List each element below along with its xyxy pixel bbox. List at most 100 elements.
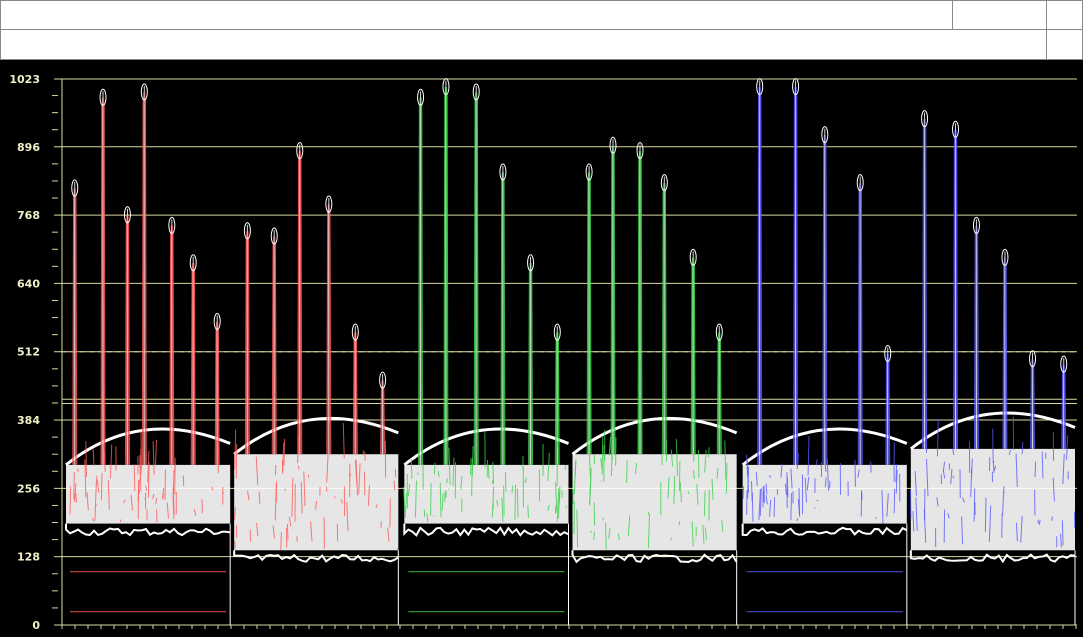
trace-strand [460, 475, 463, 490]
trace-peak [825, 141, 828, 465]
trace-strand [471, 458, 473, 497]
trace-strand [993, 465, 996, 471]
trace-peak-cap [609, 136, 617, 154]
trace-strand [704, 450, 707, 473]
trace-peak-cap [379, 371, 387, 389]
trace-strand [133, 464, 136, 492]
header-cell-2[interactable] [1046, 1, 1083, 29]
trace-peak [690, 264, 693, 455]
trace-floor [403, 523, 569, 537]
trace-strand [448, 447, 451, 485]
trace-strand [326, 454, 329, 483]
trace-peak-cap [270, 227, 278, 245]
trace-strand [786, 477, 789, 498]
trace-strand [166, 502, 169, 519]
trace-strand [73, 483, 77, 502]
trace-strand [936, 418, 939, 457]
trace-strand [130, 494, 133, 511]
trace-strand [804, 477, 807, 503]
trace-peak [473, 98, 476, 465]
trace-strand [139, 455, 142, 492]
trace-strand [608, 436, 612, 456]
channel-g [403, 78, 738, 625]
grid-lines [62, 78, 1077, 558]
trace-peak [329, 210, 332, 455]
trace-peak-cap [884, 344, 892, 362]
trace-strand [100, 473, 103, 501]
trace-strand [155, 497, 158, 505]
trace-peak [214, 328, 217, 465]
trace-strand [95, 475, 98, 486]
trace-strand [634, 463, 638, 475]
trace-strand [1062, 453, 1065, 485]
trace-strand [696, 484, 699, 505]
trace-strand [807, 435, 810, 476]
trace-body [404, 464, 569, 524]
header-cell-1[interactable] [952, 1, 1047, 29]
trace-strand [430, 483, 432, 516]
trace-strand [92, 447, 95, 466]
trace-strand [647, 514, 651, 549]
trace-strand [695, 539, 697, 541]
trace-strand [988, 505, 992, 542]
trace-strand [524, 477, 527, 484]
trace-peak-cap [472, 83, 480, 101]
trace-peak [885, 360, 888, 465]
trace-strand [725, 462, 728, 494]
trace-peak-cap [213, 312, 221, 330]
trace-strand [702, 525, 705, 544]
trace-strand [886, 493, 889, 517]
trace-strand [564, 465, 567, 470]
trace-peak [757, 93, 760, 465]
trace-peak [248, 237, 250, 455]
trace-peak [793, 93, 795, 465]
trace-strand [768, 475, 772, 479]
trace-strand [282, 442, 285, 473]
trace-strand [403, 486, 406, 512]
trace-strand [691, 521, 694, 547]
trace-strand [315, 500, 318, 511]
trace-strand [1015, 453, 1018, 487]
trace-strand [452, 457, 455, 486]
trace-strand [496, 500, 499, 507]
trace-strand [895, 469, 898, 494]
trace-strand [446, 478, 448, 484]
trace-peak [554, 338, 557, 465]
trace-peak-cap [99, 88, 107, 106]
trace-strand [325, 486, 328, 492]
sub-header-bar [0, 29, 1083, 60]
trace-peak [1005, 264, 1008, 449]
trace-strand [704, 527, 708, 540]
trace-strand [492, 462, 495, 484]
trace-strand [816, 499, 819, 502]
sub-header-cell[interactable] [1046, 30, 1083, 59]
trace-peak [100, 104, 103, 465]
trace-strand [433, 462, 436, 475]
trace-strand [211, 486, 214, 491]
trace-strand [255, 456, 259, 485]
trace-peak [822, 141, 825, 465]
trace-strand [724, 440, 727, 480]
trace-peak [124, 221, 127, 465]
trace-strand [491, 479, 494, 484]
trace-strand [340, 499, 344, 504]
trace-strand [667, 476, 670, 499]
trace-strand [1002, 486, 1005, 516]
trace-peak [922, 125, 924, 449]
trace-strand [426, 513, 429, 523]
trace-strand [942, 469, 946, 479]
trace-strand [274, 483, 278, 521]
trace-peak [446, 93, 449, 465]
trace-strand [145, 485, 148, 491]
trace-strand [288, 516, 292, 527]
trace-strand [962, 497, 965, 503]
trace-strand [147, 450, 150, 483]
trace-strand [504, 472, 507, 492]
trace-strand [234, 541, 236, 549]
trace-peak [500, 178, 503, 465]
trace-peak [271, 242, 274, 455]
trace-strand [310, 521, 313, 542]
trace-strand [796, 518, 799, 522]
y-axis: 0 128 256 384 512 640 768 896 1023 [9, 73, 1077, 632]
trace-strand [154, 440, 157, 466]
